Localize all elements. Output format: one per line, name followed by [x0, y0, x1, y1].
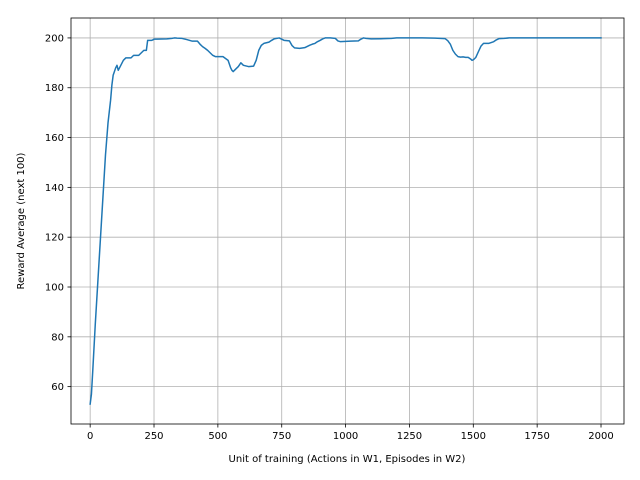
- plot-background: [71, 18, 624, 424]
- y-tick-label: 140: [45, 183, 64, 194]
- x-tick-label: 2000: [588, 431, 613, 442]
- x-tick-label: 250: [144, 431, 163, 442]
- series-line-0: [89, 37, 602, 405]
- y-axis-label: Reward Average (next 100): [16, 152, 27, 289]
- x-tick-label: 1750: [524, 431, 549, 442]
- y-tick-label: 180: [45, 83, 64, 94]
- y-axis-ticks: 60 80 100 120 140 160 180 200: [45, 33, 71, 393]
- x-tick-label: 0: [87, 431, 93, 442]
- y-tick-label: 120: [45, 233, 64, 244]
- y-tick-label: 200: [45, 33, 64, 44]
- x-axis-label: Unit of training (Actions in W1, Episode…: [229, 454, 466, 465]
- y-tick-label: 160: [45, 133, 64, 144]
- grid: [71, 18, 624, 424]
- series-layer: [89, 37, 602, 405]
- x-axis-ticks: 0 250 500 750 1000 1250 1500 1750 2000: [87, 424, 614, 442]
- plot-frame: [70, 17, 625, 425]
- y-tick-label: 80: [51, 332, 64, 343]
- x-tick-label: 1000: [333, 431, 358, 442]
- x-tick-label: 1250: [397, 431, 422, 442]
- x-tick-label: 1500: [461, 431, 486, 442]
- y-tick-label: 100: [45, 283, 64, 294]
- x-tick-label: 750: [272, 431, 291, 442]
- y-tick-label: 60: [51, 382, 64, 393]
- x-tick-label: 500: [208, 431, 227, 442]
